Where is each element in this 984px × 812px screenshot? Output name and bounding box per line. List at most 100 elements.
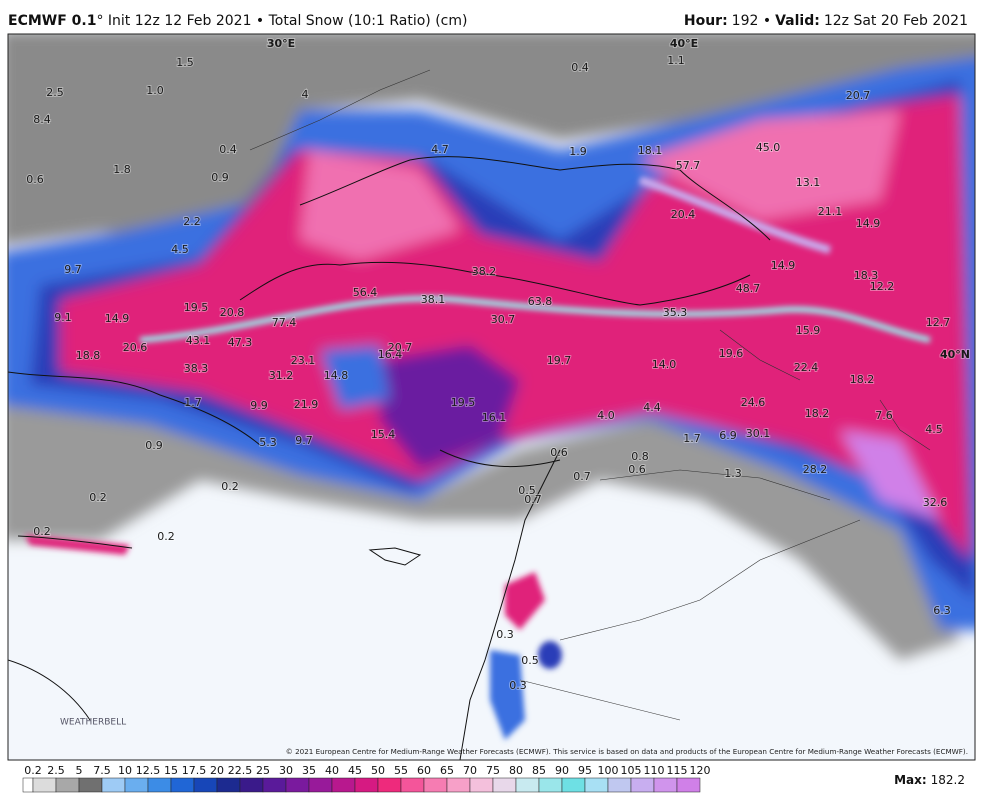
map-value-label: 43.1 <box>186 334 211 347</box>
colorbar-label: 35 <box>302 764 316 777</box>
map-value-label: 0.7 <box>524 493 542 506</box>
colorbar-label: 30 <box>279 764 293 777</box>
colorbar-label: 115 <box>667 764 688 777</box>
map-value-label: 14.8 <box>324 369 349 382</box>
map-value-label: 7.6 <box>875 409 893 422</box>
colorbar-label: 40 <box>325 764 339 777</box>
map-value-label: 9.1 <box>54 311 72 324</box>
map-value-label: 1.3 <box>724 467 742 480</box>
map-value-label: 13.1 <box>796 176 821 189</box>
map-value-label: 0.5 <box>521 654 539 667</box>
header-right: Hour: 192 • Valid: 12z Sat 20 Feb 2021 <box>684 13 968 29</box>
colorbar-swatch <box>377 777 402 793</box>
map-value-label: 30.1 <box>746 427 771 440</box>
colorbar-swatch <box>193 777 218 793</box>
map-value-label: 20.8 <box>220 306 245 319</box>
colorbar-swatch <box>400 777 425 793</box>
max-label: Max: <box>894 773 927 787</box>
map-frame <box>7 33 976 761</box>
colorbar-swatch <box>630 777 655 793</box>
graticule-label: 30°E <box>267 37 295 50</box>
map-value-label: 2.5 <box>46 86 64 99</box>
map-value-label: 12.2 <box>870 280 895 293</box>
colorbar-swatch <box>492 777 517 793</box>
map-value-label: 57.7 <box>676 159 701 172</box>
colorbar-label: 15 <box>164 764 178 777</box>
map-value-label: 9.7 <box>64 263 82 276</box>
colorbar-swatch <box>331 777 356 793</box>
map-value-label: 24.6 <box>741 396 766 409</box>
graticule-label: 40°E <box>670 37 698 50</box>
colorbar-swatch <box>147 777 172 793</box>
colorbar-label: 90 <box>555 764 569 777</box>
colorbar-label: 60 <box>417 764 431 777</box>
colorbar-label: 95 <box>578 764 592 777</box>
map-value-label: 4.7 <box>431 143 449 156</box>
colorbar-swatch <box>676 777 701 793</box>
colorbar-label: 100 <box>598 764 619 777</box>
valid-label: Valid: <box>775 13 820 29</box>
colorbar-swatch <box>285 777 310 793</box>
map-value-label: 0.7 <box>573 470 591 483</box>
map-value-label: 1.8 <box>113 163 131 176</box>
map-value-label: 15.9 <box>796 324 821 337</box>
map-value-label: 4.5 <box>925 423 943 436</box>
colorbar-label: 25 <box>256 764 270 777</box>
colorbar-label: 50 <box>371 764 385 777</box>
map-value-label: 63.8 <box>528 295 553 308</box>
map-value-label: 0.8 <box>631 450 649 463</box>
colorbar-label: 65 <box>440 764 454 777</box>
map-value-label: 8.4 <box>33 113 51 126</box>
colorbar-swatch <box>32 777 57 793</box>
map-value-label: 19.7 <box>547 354 572 367</box>
colorbar-swatch <box>515 777 540 793</box>
snow-field <box>8 34 975 660</box>
colorbar-label: 120 <box>690 764 711 777</box>
colorbar-label: 22.5 <box>228 764 253 777</box>
colorbar-label: 80 <box>509 764 523 777</box>
colorbar-label: 5 <box>76 764 83 777</box>
map-value-label: 4.0 <box>597 409 615 422</box>
map-value-label: 20.7 <box>388 341 413 354</box>
map-value-label: 18.2 <box>805 407 830 420</box>
map-value-label: 14.9 <box>771 259 796 272</box>
map-value-label: 0.6 <box>628 463 646 476</box>
map-value-label: 35.3 <box>663 306 688 319</box>
map-value-label: 1.1 <box>667 54 685 67</box>
colorbar-swatch <box>561 777 586 793</box>
map-value-label: 0.2 <box>157 530 175 543</box>
colorbar-swatch <box>22 777 34 793</box>
map-value-label: 6.9 <box>719 429 737 442</box>
map-value-label: 0.3 <box>496 628 514 641</box>
colorbar-label: 20 <box>210 764 224 777</box>
colorbar-label: 0.2 <box>24 764 42 777</box>
map-value-label: 56.4 <box>353 286 378 299</box>
map-value-label: 22.4 <box>794 361 819 374</box>
map-value-label: 0.6 <box>26 173 44 186</box>
colorbar-swatch <box>423 777 448 793</box>
map-value-label: 0.3 <box>509 679 527 692</box>
map-value-label: 20.7 <box>846 89 871 102</box>
colorbar-label: 10 <box>118 764 132 777</box>
map-value-label: 19.5 <box>184 301 209 314</box>
map-value-label: 19.6 <box>719 347 744 360</box>
map-value-label: 5.3 <box>259 436 277 449</box>
map-value-label: 14.9 <box>105 312 130 325</box>
map-value-label: 30.7 <box>491 313 516 326</box>
hour-label: Hour: <box>684 13 728 29</box>
colorbar: 0.2 2.5 5 7.5 10 12.5 15 17.5 20 22.5 25 30 35 40 45 50… <box>22 764 711 793</box>
map-value-label: 14.0 <box>652 358 677 371</box>
map-value-label: 6.3 <box>933 604 951 617</box>
map-value-label: 0.2 <box>33 525 51 538</box>
header-title: ° Init 12z 12 Feb 2021 • Total Snow (10:… <box>96 13 467 29</box>
map-value-label: 20.6 <box>123 341 148 354</box>
map-value-label: 23.1 <box>291 354 316 367</box>
colorbar-swatch <box>101 777 126 793</box>
colorbar-swatch <box>55 777 80 793</box>
colorbar-swatch <box>653 777 678 793</box>
map-value-label: 19.5 <box>451 396 476 409</box>
colorbar-label: 45 <box>348 764 362 777</box>
map-value-label: 0.5 <box>518 484 536 497</box>
